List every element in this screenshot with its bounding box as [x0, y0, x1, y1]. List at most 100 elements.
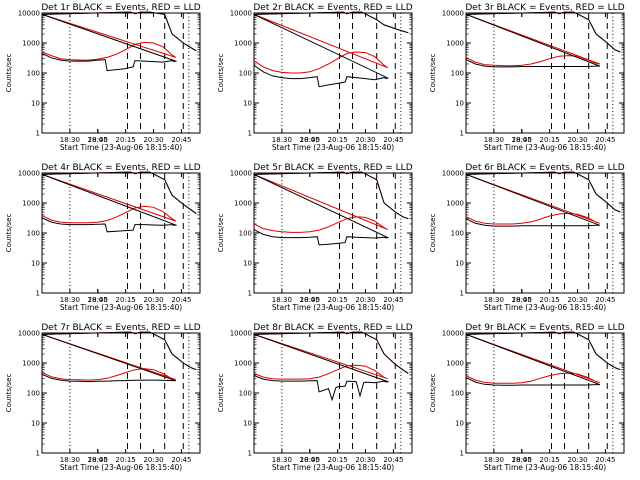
series-line-events	[42, 11, 197, 72]
x-tick-label: 20:00	[512, 136, 532, 144]
y-tick-label: 100	[239, 70, 252, 78]
x-axis-label: Start Time (23-Aug-06 18:15:40)	[484, 303, 606, 312]
x-tick-label: 20:45	[171, 136, 191, 144]
y-tick-label: 1	[36, 130, 40, 138]
series-line-events	[254, 331, 409, 402]
y-tick-label: 1	[36, 290, 40, 298]
series-line-lld	[42, 331, 197, 381]
x-tick-label: 20:15	[328, 456, 348, 464]
x-tick-label: 20:30	[567, 136, 587, 144]
chart-title: Det 8r BLACK = Events, RED = LLD	[253, 323, 412, 333]
y-tick-label: 1	[248, 130, 252, 138]
y-tick-label: 100	[27, 230, 40, 238]
series-line-events	[42, 331, 197, 383]
y-tick-label: 10	[455, 260, 464, 268]
x-tick-label: 20:45	[383, 136, 403, 144]
y-tick-label: 1000	[446, 360, 464, 368]
y-tick-label: 10	[455, 420, 464, 428]
x-tick-label: 18:30	[272, 296, 292, 304]
chart-panel-7: Det 7r BLACK = Events, RED = LLD 1 10 100 10…	[5, 323, 201, 472]
x-tick-label: 20:00	[300, 456, 320, 464]
y-tick-label: 10000	[442, 330, 464, 338]
x-tick-label: 20:15	[328, 296, 348, 304]
x-tick-label: 20:15	[540, 456, 560, 464]
chart-title: Det 5r BLACK = Events, RED = LLD	[253, 163, 412, 173]
x-tick-label: 20:15	[116, 456, 136, 464]
x-tick-label: 20:00	[88, 296, 108, 304]
y-tick-label: 1000	[22, 200, 40, 208]
series-line-lld	[254, 11, 409, 74]
y-axis-label: Counts/sec	[217, 54, 225, 93]
y-axis-label: Counts/sec	[217, 214, 225, 253]
plot-frame	[465, 172, 625, 294]
x-axis-label: Start Time (23-Aug-06 18:15:40)	[60, 463, 182, 472]
x-tick-label: 20:45	[171, 296, 191, 304]
y-tick-label: 10	[243, 260, 252, 268]
x-axis-label: Start Time (23-Aug-06 18:15:40)	[60, 303, 182, 312]
chart-panel-5: Det 5r BLACK = Events, RED = LLD 1 10 100 10…	[217, 163, 413, 312]
x-tick-label: 18:30	[484, 136, 504, 144]
series-line-lld	[42, 11, 197, 61]
x-tick-label: 20:00	[88, 136, 108, 144]
x-tick-label: 20:30	[143, 136, 163, 144]
x-tick-label: 20:00	[300, 296, 320, 304]
series-line-lld	[254, 171, 409, 233]
plot-frame	[41, 172, 201, 294]
x-tick-label: 18:30	[484, 296, 504, 304]
x-tick-label: 20:30	[143, 296, 163, 304]
y-tick-label: 10	[243, 420, 252, 428]
chart-panel-6: Det 6r BLACK = Events, RED = LLD 1 10 100 10…	[429, 163, 625, 312]
chart-title: Det 1r BLACK = Events, RED = LLD	[41, 3, 200, 13]
x-tick-label: 20:45	[595, 456, 615, 464]
x-tick-label: 20:30	[355, 296, 375, 304]
y-tick-label: 10	[31, 260, 40, 268]
x-tick-label: 20:30	[567, 456, 587, 464]
series-line-events	[466, 171, 621, 227]
y-tick-label: 10000	[230, 330, 252, 338]
x-axis-label: Start Time (23-Aug-06 18:15:40)	[272, 463, 394, 472]
x-tick-label: 20:00	[88, 456, 108, 464]
chart-panel-1: Det 1r BLACK = Events, RED = LLD 1 10 100 10…	[5, 3, 201, 152]
x-axis-label: Start Time (23-Aug-06 18:15:40)	[484, 143, 606, 152]
y-tick-label: 100	[451, 70, 464, 78]
x-tick-label: 20:15	[540, 136, 560, 144]
y-axis-label: Counts/sec	[217, 374, 225, 413]
x-tick-label: 20:15	[116, 136, 136, 144]
y-tick-label: 10000	[230, 170, 252, 178]
chart-title: Det 6r BLACK = Events, RED = LLD	[465, 163, 624, 173]
x-tick-label: 20:15	[116, 296, 136, 304]
y-tick-label: 1	[460, 130, 464, 138]
x-tick-label: 18:30	[484, 456, 504, 464]
y-tick-label: 1000	[22, 40, 40, 48]
x-tick-label: 20:45	[171, 456, 191, 464]
y-tick-label: 100	[239, 230, 252, 238]
y-tick-label: 1	[248, 290, 252, 298]
x-axis-label: Start Time (23-Aug-06 18:15:40)	[272, 143, 394, 152]
y-tick-label: 1000	[22, 360, 40, 368]
y-tick-label: 1	[36, 450, 40, 458]
x-tick-label: 18:45	[512, 136, 532, 144]
x-axis-label: Start Time (23-Aug-06 18:15:40)	[484, 463, 606, 472]
series-line-lld	[466, 171, 621, 225]
x-tick-label: 18:45	[88, 136, 108, 144]
plot-frame	[253, 12, 413, 134]
x-tick-label: 20:45	[595, 136, 615, 144]
y-tick-label: 10	[31, 100, 40, 108]
y-axis-label: Counts/sec	[5, 214, 13, 253]
x-axis-label: Start Time (23-Aug-06 18:15:40)	[272, 303, 394, 312]
y-tick-label: 1000	[446, 40, 464, 48]
y-tick-label: 10000	[230, 10, 252, 18]
y-tick-label: 100	[239, 390, 252, 398]
x-tick-label: 20:30	[567, 296, 587, 304]
y-tick-label: 10000	[18, 10, 40, 18]
series-line-lld	[42, 171, 197, 224]
y-tick-label: 1000	[446, 200, 464, 208]
x-tick-label: 18:45	[512, 456, 532, 464]
x-tick-label: 20:45	[595, 296, 615, 304]
plot-frame	[465, 12, 625, 134]
x-tick-label: 18:45	[300, 136, 320, 144]
x-tick-label: 18:45	[512, 296, 532, 304]
y-tick-label: 100	[27, 70, 40, 78]
y-axis-label: Counts/sec	[429, 54, 437, 93]
